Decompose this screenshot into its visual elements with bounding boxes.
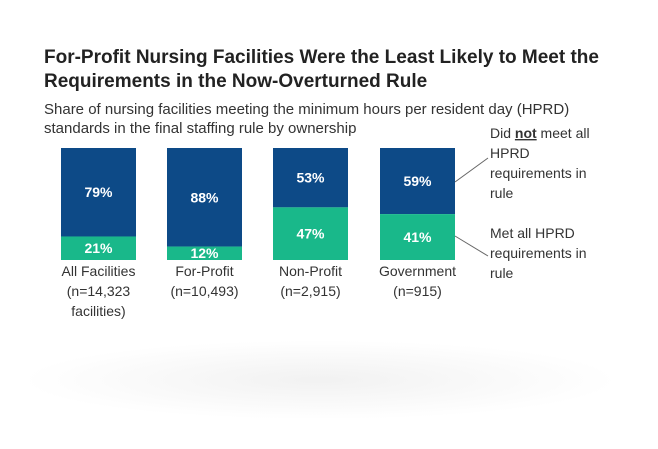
chart-title: For-Profit Nursing Facilities Were the L… [44,47,599,92]
bar-did-not-meet-2 [273,148,348,208]
chart-subtitle: Share of nursing facilities meeting the … [44,101,570,137]
blurred-footer [20,340,620,420]
legend-leader-did-not-meet [454,157,489,183]
category-n-0: (n=14,323 [67,283,131,299]
bar-did-not-meet-3 [380,148,455,215]
bar-did-not-meet-1 [167,148,242,247]
category-n-extra-0: facilities) [71,303,125,319]
category-label-3: Government [379,263,456,279]
bar-met-0 [61,236,136,260]
legend-met-line2: requirements in [490,245,587,261]
data-label-met-1: 12% [190,245,219,261]
category-n-2: (n=2,915) [280,283,340,299]
legend-did-not-meet-line2: HPRD [490,145,530,161]
bar-met-3 [380,214,455,260]
data-label-met-0: 21% [84,240,113,256]
category-label-0: All Facilities [62,263,136,279]
data-label-met-2: 47% [296,226,325,242]
bar-met-2 [273,207,348,260]
category-n-1: (n=10,493) [170,283,238,299]
legend-did-not-meet-line1: Did not meet all [490,125,590,141]
labels-group: 79% 21% All Facilities (n=14,323 facilities)… [62,170,457,319]
bars-group [61,148,455,260]
legend-group: Did not meet all HPRD requirements in ru… [454,125,590,281]
bar-met-1 [167,246,242,260]
data-label-did-not-meet-2: 53% [296,170,325,186]
legend-met-line3: rule [490,265,514,281]
category-label-2: Non-Profit [279,263,342,279]
data-label-did-not-meet-0: 79% [84,184,113,200]
data-label-met-3: 41% [403,229,432,245]
bar-did-not-meet-0 [61,148,136,237]
data-label-did-not-meet-3: 59% [403,173,432,189]
legend-leader-met [454,235,489,257]
legend-did-not-meet-line4: rule [490,185,514,201]
legend-did-not-meet-line3: requirements in [490,165,587,181]
legend-met-line1: Met all HPRD [490,225,575,241]
data-label-did-not-meet-1: 88% [190,189,219,205]
category-n-3: (n=915) [393,283,442,299]
category-label-1: For-Profit [175,263,233,279]
